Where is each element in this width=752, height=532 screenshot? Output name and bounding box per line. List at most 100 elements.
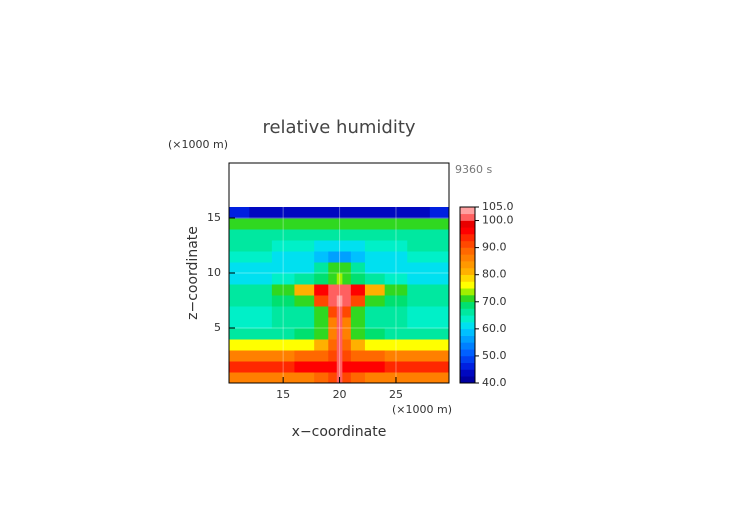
heat-cell <box>429 284 450 296</box>
heat-cell <box>364 229 386 241</box>
heat-cell <box>350 218 366 230</box>
heat-cell <box>229 350 250 362</box>
heat-cell <box>271 328 295 340</box>
heat-cell <box>314 229 329 241</box>
heat-cell <box>364 328 386 340</box>
heat-cell <box>328 350 338 362</box>
colorbar-label: 60.0 <box>482 322 507 335</box>
heat-cell <box>342 284 352 296</box>
heat-cell <box>407 350 431 362</box>
heat-cell <box>294 240 315 252</box>
heat-cell <box>342 229 352 241</box>
heat-cell <box>294 273 315 285</box>
heat-cell <box>271 317 295 329</box>
heat-cell <box>249 328 273 340</box>
heat-cell <box>350 251 366 263</box>
heat-cell <box>249 251 273 263</box>
heat-cell <box>336 251 343 263</box>
heat-cell <box>328 317 338 329</box>
x-tick-label: 20 <box>333 388 347 401</box>
x-tick-label: 25 <box>389 388 403 401</box>
heat-cell <box>314 350 329 362</box>
heat-cell <box>342 350 352 362</box>
heat-cell <box>294 251 315 263</box>
heat-cell <box>328 306 338 318</box>
heat-cell <box>229 306 250 318</box>
plot-frame <box>228 162 450 384</box>
heat-cell <box>364 251 386 263</box>
heat-cell <box>429 350 450 362</box>
heat-cell <box>407 306 431 318</box>
heat-cell <box>294 328 315 340</box>
colorbar-band <box>460 315 475 323</box>
heat-cell <box>350 207 366 219</box>
heat-cell <box>271 295 295 307</box>
heat-cell <box>342 317 352 329</box>
colorbar-band <box>460 274 475 282</box>
heat-cell <box>342 372 352 384</box>
heat-cell <box>294 350 315 362</box>
heat-cell <box>229 218 250 230</box>
heat-cell <box>384 207 408 219</box>
colorbar-band <box>460 322 475 330</box>
heat-cell <box>229 207 250 219</box>
heat-cell <box>350 284 366 296</box>
heat-cell <box>336 339 343 351</box>
colorbar-band <box>460 254 475 262</box>
heat-cell <box>384 295 408 307</box>
heat-cell <box>350 339 366 351</box>
heat-cell <box>271 218 295 230</box>
heat-cell <box>384 350 408 362</box>
heat-cell <box>364 295 386 307</box>
heat-cell <box>271 306 295 318</box>
colorbar-label: 80.0 <box>482 268 507 281</box>
heat-cell <box>342 251 352 263</box>
heat-cell <box>336 262 343 274</box>
heat-cell <box>364 339 386 351</box>
colorbar-band <box>460 328 475 336</box>
heat-cell <box>407 339 431 351</box>
heat-cell <box>407 295 431 307</box>
heat-cell <box>342 207 352 219</box>
heat-cell <box>249 284 273 296</box>
heat-cell <box>314 339 329 351</box>
heat-cell <box>384 284 408 296</box>
heat-cell <box>249 339 273 351</box>
heat-cell <box>407 317 431 329</box>
colorbar-label: 40.0 <box>482 376 507 389</box>
heat-cell <box>328 339 338 351</box>
heat-cell <box>429 295 450 307</box>
colorbar-label: 70.0 <box>482 295 507 308</box>
heat-cell <box>229 262 250 274</box>
heat-cell <box>314 295 329 307</box>
heat-cell <box>429 240 450 252</box>
heat-cell <box>336 284 343 296</box>
heat-cell <box>249 229 273 241</box>
heat-cell <box>384 273 408 285</box>
heat-cell <box>342 262 352 274</box>
heat-cell <box>364 317 386 329</box>
heat-cell <box>407 361 431 373</box>
heat-cell <box>350 273 366 285</box>
heat-cell <box>342 295 352 307</box>
heat-cell <box>249 350 273 362</box>
heat-cell <box>336 361 343 373</box>
heat-cell <box>407 207 431 219</box>
heat-cell <box>249 306 273 318</box>
heat-cell <box>342 218 352 230</box>
heat-cell <box>384 218 408 230</box>
heat-cell <box>429 229 450 241</box>
heat-cell <box>294 295 315 307</box>
heat-cell <box>336 295 343 307</box>
heat-cell <box>328 295 338 307</box>
colorbar-label: 100.0 <box>482 214 514 227</box>
x-unit: (×1000 m) <box>392 403 452 416</box>
colorbar-band <box>460 295 475 303</box>
heat-cell <box>364 361 386 373</box>
colorbar-band <box>460 362 475 370</box>
heat-cell <box>249 262 273 274</box>
heat-cell <box>314 240 329 252</box>
heat-cell <box>229 317 250 329</box>
heat-cell <box>229 372 250 384</box>
heat-cell <box>342 328 352 340</box>
